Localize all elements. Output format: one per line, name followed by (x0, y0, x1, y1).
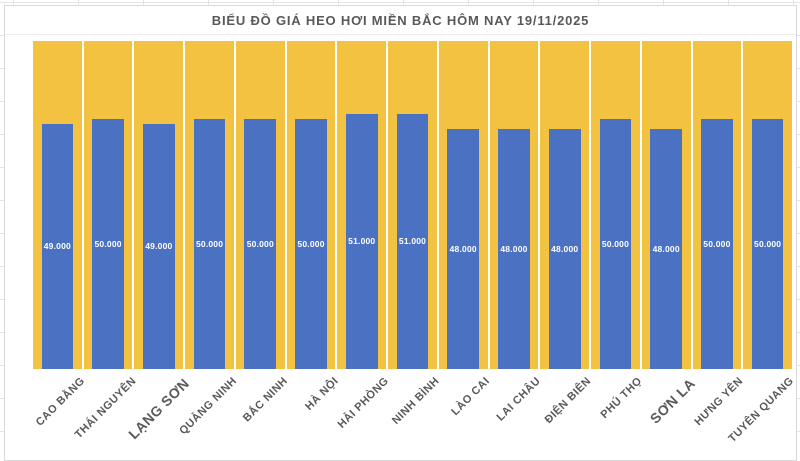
bar-value-label: 48.000 (551, 243, 579, 254)
bar-value-label: 50.000 (703, 238, 731, 249)
category-column: 50.000 (692, 41, 742, 369)
category-label: BẮC NINH (240, 375, 291, 425)
value-bar[interactable]: 51.000 (396, 113, 429, 369)
category-column: 49.000 (134, 41, 184, 369)
bar-value-label: 48.000 (652, 243, 680, 254)
value-bar[interactable]: 50.000 (92, 118, 124, 369)
category-column: 48.000 (641, 41, 691, 369)
value-bar[interactable]: 51.000 (345, 113, 378, 369)
category-label: HẢI PHÒNG (335, 375, 392, 431)
category-label: CAO BẰNG (34, 375, 88, 429)
bar-value-label: 50.000 (94, 238, 122, 249)
category-column: 48.000 (489, 41, 539, 369)
bar-value-label: 48.000 (449, 243, 477, 254)
category-column: 48.000 (438, 41, 488, 369)
category-label: LẠNG SƠN (124, 375, 192, 443)
category-column: 49.000 (33, 41, 82, 369)
value-bar[interactable]: 48.000 (548, 128, 581, 369)
category-label: TUYÊN QUANG (726, 375, 797, 445)
plot-area: 49.000 50.000 49.000 50.000 50.000 50.000 51.0… (33, 41, 793, 369)
chart-title: BIỂU ĐỒ GIÁ HEO HƠI MIỀN BẮC HÔM NAY 19/… (211, 13, 590, 28)
value-bar[interactable]: 50.000 (295, 118, 327, 369)
bar-value-label: 50.000 (297, 238, 325, 249)
category-column: 51.000 (388, 41, 437, 369)
category-label: LÀO CAI (449, 375, 493, 418)
value-bar[interactable]: 50.000 (701, 118, 733, 369)
category-column: 50.000 (591, 41, 640, 369)
bar-value-label: 48.000 (500, 243, 528, 254)
value-bar[interactable]: 48.000 (498, 128, 530, 369)
category-label: NINH BÌNH (390, 375, 442, 427)
title-divider (5, 34, 796, 35)
category-column: 50.000 (235, 41, 285, 369)
value-bar[interactable]: 48.000 (447, 128, 480, 369)
category-label: QUẢNG NINH (177, 375, 240, 438)
category-column: 50.000 (286, 41, 336, 369)
bar-value-label: 50.000 (754, 238, 782, 249)
bar-value-label: 49.000 (43, 241, 71, 252)
category-label: PHÚ THỌ (598, 375, 645, 421)
bar-value-label: 50.000 (195, 238, 224, 249)
bar-value-label: 51.000 (348, 236, 376, 247)
category-label: HÀ NỘI (302, 375, 341, 413)
value-bar[interactable]: 50.000 (244, 118, 277, 369)
bar-value-label: 50.000 (246, 238, 274, 249)
category-column: 50.000 (743, 41, 793, 369)
bar-value-label: 49.000 (145, 241, 173, 252)
category-column: 48.000 (540, 41, 590, 369)
value-bar[interactable]: 49.000 (143, 123, 175, 369)
category-label: HƯNG YÊN (692, 375, 746, 429)
bar-value-label: 51.000 (398, 236, 427, 247)
category-label: ĐIỆN BIÊN (542, 375, 594, 427)
category-column: 50.000 (185, 41, 234, 369)
category-label: LAI CHÂU (494, 375, 544, 424)
category-label: THÁI NGUYÊN (72, 375, 139, 441)
value-bar[interactable]: 48.000 (650, 128, 683, 369)
category-label: SƠN LA (646, 375, 698, 427)
category-column: 50.000 (83, 41, 133, 369)
value-bar[interactable]: 49.000 (41, 123, 74, 369)
chart-container[interactable]: BIỂU ĐỒ GIÁ HEO HƠI MIỀN BẮC HÔM NAY 19/… (4, 5, 797, 461)
bar-value-label: 50.000 (601, 238, 630, 249)
value-bar[interactable]: 50.000 (193, 118, 226, 369)
value-bar[interactable]: 50.000 (751, 118, 784, 369)
category-column: 51.000 (337, 41, 387, 369)
value-bar[interactable]: 50.000 (599, 118, 632, 369)
